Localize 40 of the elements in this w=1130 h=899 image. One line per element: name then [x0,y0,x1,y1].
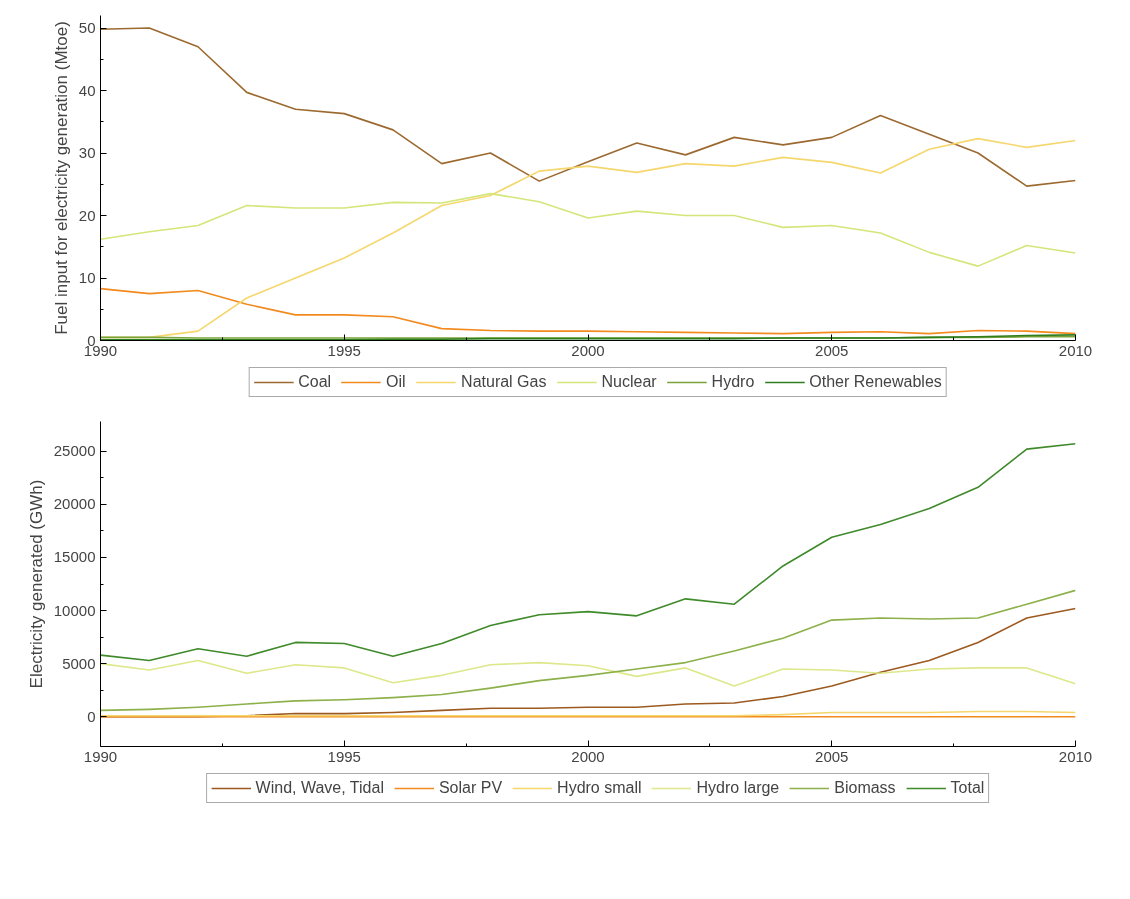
y-tick-label: 0 [87,707,96,725]
legend-label: Solar PV [438,779,503,797]
x-tick-label: 1995 [327,747,361,765]
legend-label: Total [950,779,985,797]
y-tick-label: 50 [78,19,96,36]
legend-label: Hydro small [557,779,642,797]
legend-label: Hydro [711,373,755,391]
y-tick-label: 10 [78,269,96,286]
y-tick-label: 20000 [53,495,96,513]
legend-label: Oil [386,373,407,391]
y-tick-label: 30 [78,144,96,161]
x-tick-label: 2005 [815,341,849,359]
legend-label: Wind, Wave, Tidal [255,779,384,797]
y-tick-label: 25000 [53,442,96,460]
x-tick-label: 1990 [83,747,118,765]
legend-label: Other Renewables [809,373,942,391]
x-tick-label: 2005 [815,747,849,765]
legend-label: Hydro large [696,779,780,797]
y-tick-label: 20 [78,206,96,224]
x-tick-label: 2010 [1058,747,1093,765]
line-series [100,659,1076,687]
line-series [100,27,1076,187]
y-axis-title: Fuel input for electricity generation (Mtoe) [51,21,71,335]
legend-label: Natural Gas [461,373,547,391]
y-tick-label: 15000 [53,548,96,566]
line-series [100,192,1076,267]
legend-label: Biomass [834,779,896,797]
line-series [100,443,1076,662]
legend-label: Coal [298,373,332,391]
y-tick-label: 10000 [53,601,96,619]
x-tick-label: 2000 [571,341,605,359]
y-tick-label: 40 [78,81,96,99]
y-axis-title: Electricity generated (GWh) [26,479,46,689]
line-series [100,589,1076,712]
x-tick-label: 1995 [327,341,361,359]
y-tick-label: 5000 [62,654,96,672]
x-tick-label: 2000 [571,747,605,765]
x-tick-label: 2010 [1058,341,1093,359]
legend-label: Nuclear [601,373,657,391]
line-series [100,287,1076,335]
